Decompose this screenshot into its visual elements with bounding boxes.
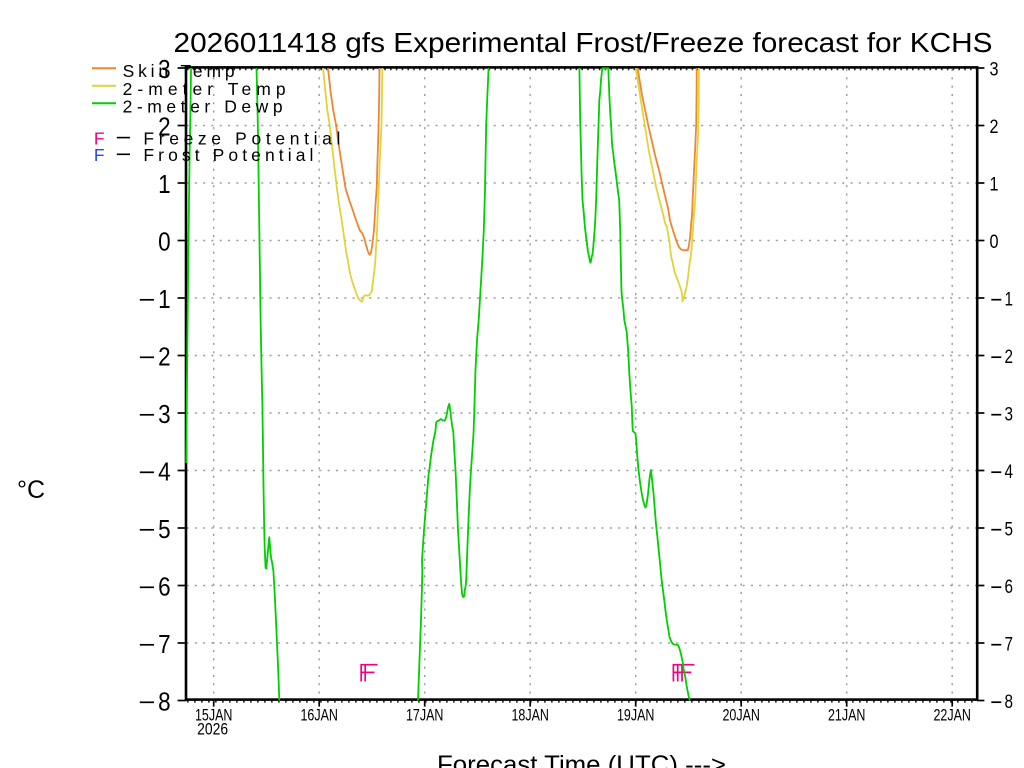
svg-text:2: 2 [158, 112, 171, 142]
svg-text:16JAN: 16JAN [300, 706, 338, 725]
svg-text:15JAN: 15JAN [195, 706, 233, 725]
svg-text:6: 6 [1005, 577, 1014, 598]
svg-text:4: 4 [1005, 462, 1014, 483]
svg-text:2: 2 [990, 117, 999, 138]
svg-text:1: 1 [158, 284, 171, 314]
svg-text:0: 0 [990, 232, 999, 253]
svg-text:8: 8 [158, 687, 171, 717]
svg-text:21JAN: 21JAN [828, 706, 866, 725]
svg-text:4: 4 [158, 457, 171, 487]
svg-text:F: F [94, 128, 105, 148]
svg-text:2: 2 [1005, 347, 1014, 368]
svg-text:5: 5 [158, 514, 171, 544]
svg-text:1: 1 [990, 175, 999, 196]
svg-text:7: 7 [1005, 635, 1014, 656]
svg-text:7: 7 [158, 629, 171, 659]
svg-text:1: 1 [158, 169, 171, 199]
svg-text:3: 3 [990, 60, 999, 81]
svg-text:2026011418 gfs Experimental Fr: 2026011418 gfs Experimental Frost/Freeze… [174, 27, 993, 58]
svg-text:5: 5 [1005, 520, 1014, 541]
svg-text:22JAN: 22JAN [933, 706, 971, 725]
svg-text:1: 1 [1005, 290, 1014, 311]
svg-text:2-meter Dewp: 2-meter Dewp [123, 96, 283, 116]
svg-text:17JAN: 17JAN [406, 706, 444, 725]
svg-text:F: F [94, 145, 105, 165]
svg-text:2026: 2026 [197, 720, 228, 739]
svg-text:Frost Potential: Frost Potential [143, 145, 313, 165]
svg-text:3: 3 [158, 399, 171, 429]
svg-text:19JAN: 19JAN [617, 706, 655, 725]
svg-text:3: 3 [1005, 405, 1014, 426]
svg-text:Freeze Potential: Freeze Potential [143, 128, 340, 148]
svg-text:°C: °C [17, 476, 45, 504]
svg-text:Forecast Time (UTC) --->: Forecast Time (UTC) ---> [437, 751, 726, 768]
svg-text:20JAN: 20JAN [722, 706, 760, 725]
svg-text:18JAN: 18JAN [511, 706, 549, 725]
svg-text:3: 3 [158, 54, 171, 84]
svg-text:8: 8 [1005, 692, 1014, 713]
svg-text:0: 0 [158, 227, 171, 257]
svg-text:2: 2 [158, 342, 171, 372]
svg-text:6: 6 [158, 572, 171, 602]
